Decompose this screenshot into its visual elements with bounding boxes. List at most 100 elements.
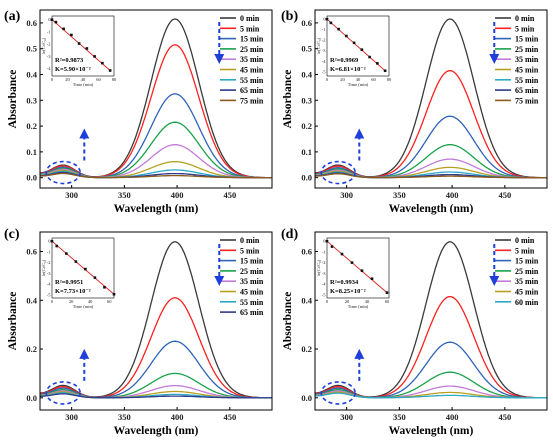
legend-label: 15 min: [240, 257, 264, 266]
inset-k-label: K=6.81×10⁻²: [330, 66, 366, 73]
inset-data-point: [329, 21, 333, 25]
inset-y-tick: -2: [322, 260, 326, 265]
inset-y-tick: -4: [322, 59, 326, 64]
inset-data-point: [50, 18, 54, 21]
panel-label: (d): [281, 227, 298, 242]
x-tick-label: 350: [393, 190, 406, 200]
inset-x-tick: 60: [371, 77, 376, 82]
inset-y-tick: -5: [322, 292, 326, 297]
series-line: [315, 115, 547, 179]
inset-y-label: ln(Cₜ/C₀): [41, 259, 46, 276]
increase-arrowhead: [79, 128, 90, 139]
plot-frame: [314, 231, 548, 411]
inset-data-point: [50, 239, 54, 243]
legend-label: 15 min: [515, 257, 539, 266]
inset-fit-line: [326, 18, 386, 72]
inset-data-point: [340, 252, 344, 256]
inset-data-point: [70, 33, 73, 37]
inset-data-point: [345, 34, 348, 38]
y-axis-label: Absorbance: [282, 292, 294, 351]
legend-label: 0 min: [515, 236, 535, 245]
inset-data-point: [77, 42, 81, 45]
inset-x-tick: 0: [326, 77, 329, 82]
inset-x-tick: 40: [356, 77, 361, 82]
inset-y-tick: -3: [47, 271, 51, 276]
y-axis-label: Absorbance: [282, 70, 294, 129]
inset-x-tick: 20: [340, 77, 345, 82]
y-tick-label: 0.2: [26, 344, 37, 354]
inset-data-point: [93, 55, 96, 58]
legend-label: 15 min: [240, 35, 264, 44]
inset-x-label: Time (min): [73, 82, 94, 87]
x-tick-label: 350: [393, 412, 406, 422]
x-tick-label: 300: [65, 190, 78, 200]
legend-label: 35 min: [240, 55, 264, 64]
legend-label: 60 min: [515, 298, 539, 307]
inset-data-point: [54, 20, 58, 24]
inset-x-label: Time (min): [348, 304, 369, 309]
x-tick-label: 300: [340, 412, 353, 422]
x-tick-label: 400: [446, 190, 459, 200]
y-tick-label: 0.6: [301, 247, 312, 257]
x-tick-label: 400: [171, 412, 184, 422]
y-tick-label: 0.4: [26, 69, 37, 79]
legend-label: 45 min: [515, 288, 539, 297]
inset-frame: [326, 15, 390, 77]
legend-label: 0 min: [515, 14, 535, 23]
legend-label: 25 min: [515, 45, 539, 54]
inset-x-tick: 20: [345, 299, 350, 304]
inset-data-point: [93, 276, 97, 279]
x-tick-label: 450: [498, 190, 511, 200]
x-tick-label: 350: [118, 412, 131, 422]
inset-y-tick: -2: [47, 260, 51, 265]
inset-data-point: [103, 285, 106, 289]
y-tick-label: 0.2: [26, 121, 37, 131]
legend-label: 25 min: [240, 267, 264, 276]
inset-x-tick: 20: [65, 77, 70, 82]
inset-x-tick: 60: [96, 77, 101, 82]
y-tick-label: 0.1: [301, 147, 312, 157]
legend-label: 0 min: [240, 14, 260, 23]
legend-label: 65 min: [240, 308, 264, 317]
inset-y-tick: -5: [322, 69, 326, 74]
inset-data-point: [352, 41, 356, 45]
band-highlight-ellipse: [320, 381, 357, 405]
inset-x-tick: 80: [387, 77, 392, 82]
inset-y-tick: -4: [47, 66, 51, 71]
inset-x-label: Time (min): [348, 82, 369, 87]
inset-y-tick: -4: [47, 282, 51, 287]
legend-label: 35 min: [240, 277, 264, 286]
band-highlight-ellipse: [320, 160, 357, 185]
inset-data-point: [112, 292, 116, 296]
x-axis-label: Wavelength (nm): [114, 425, 199, 437]
panel-a: (a)300 350 400 4500.00.10.20.30.40.50.6Wave…: [4, 9, 273, 215]
inset-background: [43, 14, 117, 88]
inset-x-tick: 40: [88, 299, 93, 304]
inset-y-tick: -3: [322, 48, 326, 53]
legend-label: 75 min: [240, 96, 264, 105]
legend-label: 15 min: [515, 35, 539, 44]
legend-label: 45 min: [515, 66, 539, 75]
inset-data-point: [337, 27, 340, 31]
y-tick-label: 0.2: [301, 121, 312, 131]
x-tick-label: 450: [223, 412, 236, 422]
inset-data-point: [65, 252, 68, 255]
inset-y-tick: -3: [322, 271, 326, 276]
panel-label: (b): [281, 9, 298, 24]
y-axis-label: Absorbance: [7, 292, 19, 351]
inset-data-point: [325, 17, 329, 21]
inset-y-tick: 0: [323, 17, 326, 22]
y-tick-label: 0.4: [301, 295, 312, 305]
inset-data-point: [370, 277, 374, 281]
panel-label: (c): [4, 227, 20, 242]
y-tick-label: 0.3: [26, 95, 37, 105]
inset-y-tick: -1: [322, 249, 326, 254]
inset-data-point: [62, 27, 65, 31]
inset-data-point: [55, 244, 59, 248]
inset-data-point: [383, 69, 387, 73]
inset-data-point: [84, 267, 87, 271]
inset-x-tick: 60: [385, 299, 390, 304]
inset-y-tick: -2: [47, 42, 51, 47]
